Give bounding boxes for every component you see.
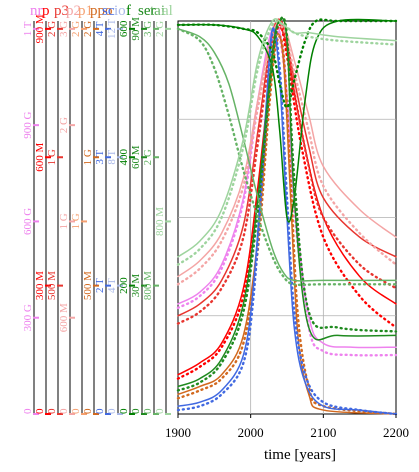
axis-name-nr: nr <box>30 3 43 19</box>
axis-name-io: io <box>114 3 126 19</box>
axis-tick-label-nr: 900 G <box>22 111 34 138</box>
axis-tick-label-f: 0 <box>118 408 130 414</box>
axis-tick-label-tai: 3 G <box>142 21 154 37</box>
axis-tick-label-sc: 2 T <box>94 278 106 293</box>
axis-tick-label-ser: 90 M <box>130 17 142 41</box>
axis-tick-label-p2: 2 G <box>58 117 70 133</box>
axis-tick-label-p3: 1 G <box>46 149 58 165</box>
axis-tick-label-io: 4 T <box>106 278 118 293</box>
x-tick-label: 2200 <box>383 425 409 440</box>
axis-name-al: al <box>162 3 173 19</box>
axis-tick-label-nr: 0 <box>22 408 34 414</box>
axis-tick-label-p2: 3 G <box>58 21 70 37</box>
axis-tick-label-ppo: 2 G <box>82 21 94 37</box>
axis-tick-label-ser: 0 <box>130 408 142 414</box>
axis-tick-label-sc: 3 T <box>94 150 106 165</box>
axis-tick-label-nr: 600 G <box>22 208 34 235</box>
axis-tick-label-ser: 60 M <box>130 145 142 169</box>
axis-tick-label-p3: 2 G <box>46 21 58 37</box>
axis-tick-label-p2: 1 G <box>58 213 70 229</box>
x-tick-label: 2100 <box>310 425 336 440</box>
axis-tick-label-io: 12 T <box>106 18 118 39</box>
x-axis-label: time [years] <box>264 447 336 463</box>
axis-name-sc: sc <box>102 3 115 19</box>
axis-tick-label-tai: 0 <box>142 408 154 414</box>
axis-tick-label-p1: 0 <box>70 408 82 414</box>
axis-tick-label-p2: 600 M <box>58 303 70 332</box>
axis-tick-label-p3: 500 M <box>46 271 58 300</box>
axis-tick-label-f: 600 <box>118 20 130 37</box>
axis-tick-label-nr: 1 T <box>22 21 34 36</box>
axis-tick-label-nr: 300 G <box>22 304 34 331</box>
axis-tick-label-io: 8 T <box>106 150 118 165</box>
axis-tick-label-al: 2 G <box>154 21 166 37</box>
x-ticks: 1900 2000 2100 2200 <box>165 414 409 440</box>
axis-tick-label-tai: 800 M <box>142 271 154 300</box>
axis-tick-label-io: 0 <box>106 408 118 414</box>
axis-tick-label-ser: 30 M <box>130 274 142 298</box>
axis-tick-label-tai: 2 G <box>142 149 154 165</box>
axis-tick-label-ppo: 500 M <box>82 271 94 300</box>
axis-tick-label-al: 800 M <box>154 207 166 236</box>
axis-tick-label-p: 0 <box>34 408 46 414</box>
axis-tick-label-al: 0 <box>154 408 166 414</box>
x-tick-label: 2000 <box>238 425 264 440</box>
axis-tick-label-p: 600 M <box>34 143 46 172</box>
axis-tick-label-p1: 1 G <box>70 213 82 229</box>
axis-tick-label-sc: 4 T <box>94 21 106 36</box>
axis-tick-label-p3: 0 <box>46 408 58 414</box>
axis-tick-label-ppo: 1 G <box>82 149 94 165</box>
axis-tick-label-f: 200 <box>118 277 130 294</box>
axis-name-p: p <box>42 3 50 19</box>
axis-tick-label-f: 400 <box>118 148 130 165</box>
axis-tick-label-ppo: 0 <box>82 408 94 414</box>
axis-tick-label-sc: 0 <box>94 408 106 414</box>
axis-tick-label-p1: 2 G <box>70 21 82 37</box>
axis-tick-label-p: 300 M <box>34 271 46 300</box>
x-tick-label: 1900 <box>165 425 191 440</box>
axis-name-f: f <box>126 3 131 19</box>
axis-tick-label-p2: 0 <box>58 408 70 414</box>
